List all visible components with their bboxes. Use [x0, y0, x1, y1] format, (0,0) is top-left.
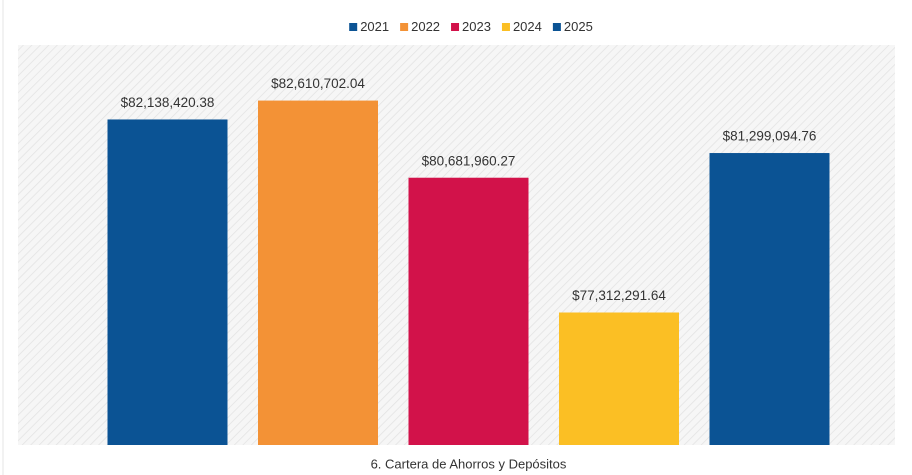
- bar: [709, 153, 830, 446]
- data-label: $82,610,702.04: [271, 76, 365, 91]
- legend-label: 2025: [564, 19, 593, 34]
- legend-label: 2021: [360, 19, 389, 34]
- legend-swatch: [501, 23, 510, 31]
- legend-swatch: [349, 23, 358, 31]
- data-label: $81,299,094.76: [723, 129, 817, 144]
- bar: [258, 100, 378, 446]
- legend-label: 2024: [513, 19, 542, 34]
- bar: [559, 312, 679, 445]
- legend-label: 2023: [462, 19, 491, 34]
- legend-swatch: [552, 23, 561, 31]
- legend-swatch: [451, 23, 460, 31]
- data-label: $77,312,291.64: [572, 288, 666, 303]
- x-tick-label: 6. Cartera de Ahorros y Depósitos: [371, 456, 567, 471]
- data-label: $82,138,420.38: [121, 95, 215, 110]
- legend-label: 2022: [411, 19, 440, 34]
- legend-swatch: [400, 23, 409, 31]
- bar: [107, 119, 228, 445]
- data-label: $80,681,960.27: [422, 153, 516, 168]
- bar: [408, 177, 529, 445]
